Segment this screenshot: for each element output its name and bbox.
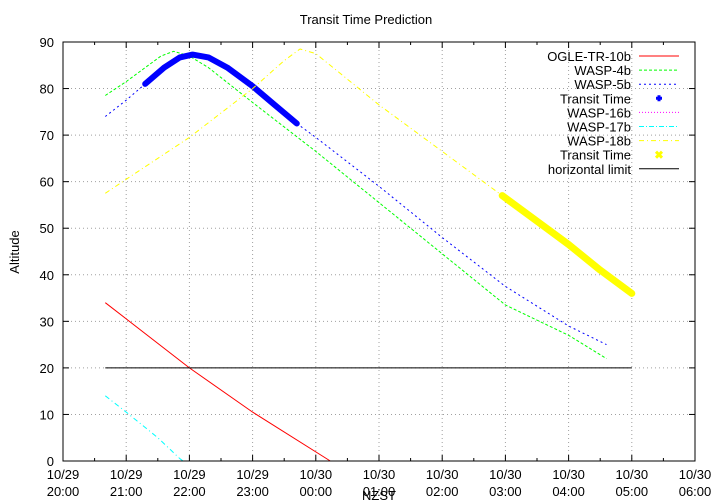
x-tick-time: 23:00 (236, 484, 269, 499)
x-tick-date: 10/30 (300, 467, 333, 482)
x-axis-tick-labels: 10/29 20:00 10/29 21:00 10/29 22:00 10/29 23:00… (47, 467, 712, 499)
y-axis-tick-labels: 0 10 20 30 40 50 60 70 80 90 (40, 35, 54, 469)
x-tick-date: 10/30 (489, 467, 522, 482)
y-tick-label: 30 (40, 314, 54, 329)
x-axis-label: NZST (362, 488, 396, 503)
series-wasp-5b-2 (104, 54, 607, 346)
x-tick-time: 21:00 (110, 484, 143, 499)
data-series (104, 48, 636, 462)
x-tick-date: 10/30 (363, 467, 396, 482)
x-tick-time: 00:00 (300, 484, 333, 499)
y-tick-label: 50 (40, 221, 54, 236)
chart-title: Transit Time Prediction (300, 12, 432, 27)
legend-plus-marker-icon (656, 95, 662, 102)
legend-cross-marker-icon (654, 150, 664, 159)
legend-label: Transit Time (560, 148, 631, 163)
x-tick-date: 10/30 (616, 467, 649, 482)
series-transit-time-3 (142, 51, 300, 127)
legend-label: OGLE-TR-10b (547, 49, 631, 64)
x-tick-time: 05:00 (616, 484, 649, 499)
x-tick-time: 06:00 (679, 484, 712, 499)
y-tick-label: 90 (40, 35, 54, 50)
y-tick-label: 10 (40, 407, 54, 422)
y-tick-label: 80 (40, 82, 54, 97)
series-transit-time-7 (498, 192, 636, 297)
x-tick-time: 01:00 (363, 484, 396, 499)
y-tick-label: 70 (40, 128, 54, 143)
y-axis-label: Altitude (7, 230, 22, 273)
x-tick-date: 10/29 (110, 467, 143, 482)
axis-ticks (62, 41, 696, 462)
x-tick-date: 10/29 (236, 467, 269, 482)
x-tick-time: 03:00 (489, 484, 522, 499)
legend-label: WASP-18b (567, 134, 631, 149)
y-tick-label: 20 (40, 361, 54, 376)
legend-label: WASP-16b (567, 105, 631, 120)
legend-label: WASP-4b (574, 63, 631, 78)
x-tick-date: 10/29 (47, 467, 80, 482)
x-tick-time: 20:00 (47, 484, 80, 499)
x-tick-time: 22:00 (173, 484, 206, 499)
y-tick-label: 0 (47, 454, 54, 469)
y-tick-label: 60 (40, 175, 54, 190)
legend-label: Transit Time (560, 91, 631, 106)
x-tick-date: 10/29 (173, 467, 206, 482)
y-tick-label: 40 (40, 268, 54, 283)
x-tick-date: 10/30 (679, 467, 712, 482)
legend-label: WASP-17b (567, 120, 631, 135)
x-tick-time: 02:00 (426, 484, 459, 499)
legend-label: WASP-5b (574, 77, 631, 92)
legend-label: horizontal limit (548, 162, 631, 177)
series-ogle-tr-10b-0 (104, 302, 331, 462)
x-tick-date: 10/30 (552, 467, 585, 482)
series-wasp-17b-5 (104, 395, 184, 462)
x-tick-date: 10/30 (426, 467, 459, 482)
series-wasp-4b-1 (105, 50, 607, 360)
x-tick-time: 04:00 (552, 484, 585, 499)
